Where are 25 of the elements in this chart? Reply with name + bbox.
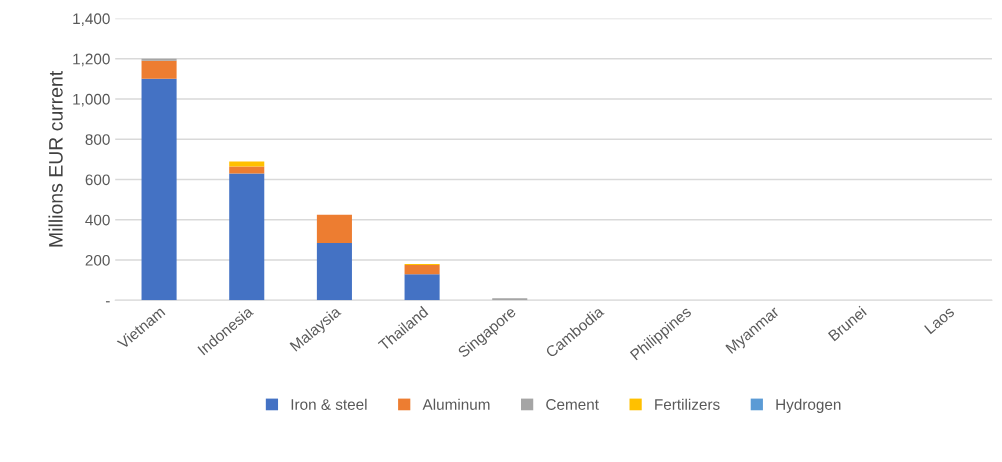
bar xyxy=(316,214,352,243)
y-tick-label: 600 xyxy=(85,174,110,186)
y-tick-label: 1,400 xyxy=(73,13,110,26)
bar xyxy=(316,242,352,301)
bar xyxy=(229,173,265,301)
legend-label: Aluminum xyxy=(422,398,490,410)
legend-label: Cement xyxy=(546,399,599,410)
y-tick-label: 1,000 xyxy=(73,93,110,107)
y-tick-label: 800 xyxy=(85,134,110,145)
bar xyxy=(141,58,177,61)
bar xyxy=(141,78,177,301)
bar xyxy=(229,161,265,167)
legend-label: Iron & steel xyxy=(291,398,367,410)
legend-label: Fertilizers xyxy=(655,398,720,410)
y-tick-label: 1,200 xyxy=(73,53,110,67)
y-tick-label: - xyxy=(105,301,110,303)
bar xyxy=(492,298,528,301)
legend-label: Hydrogen xyxy=(776,398,841,413)
bar xyxy=(404,265,440,275)
y-axis-title: Millions EUR current xyxy=(48,70,63,247)
y-tick-label: 400 xyxy=(85,214,110,226)
bar xyxy=(229,166,265,174)
bar xyxy=(141,60,177,79)
y-tick-label: 200 xyxy=(85,254,110,266)
bar xyxy=(404,274,440,301)
